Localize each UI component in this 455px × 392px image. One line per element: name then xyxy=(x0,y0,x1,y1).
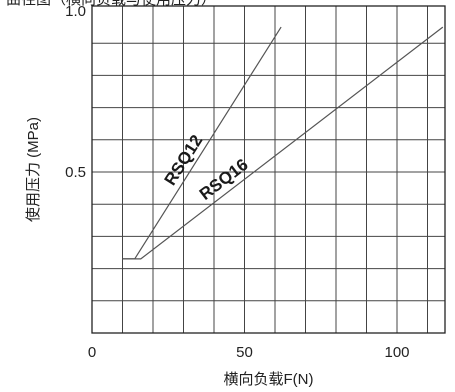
y-tick-label: 0.5 xyxy=(65,164,86,181)
tick-labels: 0 50 100 0.5 1.0 xyxy=(65,3,409,361)
x-axis-title: 横向负载F(N) xyxy=(224,371,314,388)
x-tick-label: 50 xyxy=(236,344,253,361)
grid-lines xyxy=(92,6,445,333)
series-lines xyxy=(122,26,444,260)
series-line-rsq16 xyxy=(122,26,444,260)
plot-area-frame xyxy=(91,5,446,334)
y-tick-label: 1.0 xyxy=(65,3,86,20)
x-tick-label: 0 xyxy=(88,344,96,361)
x-tick-label: 100 xyxy=(384,344,409,361)
y-axis-title: 使用压力 (MPa) xyxy=(25,117,42,222)
chart-header-text: 曲径图（横向负载与使用压力） xyxy=(6,0,216,8)
